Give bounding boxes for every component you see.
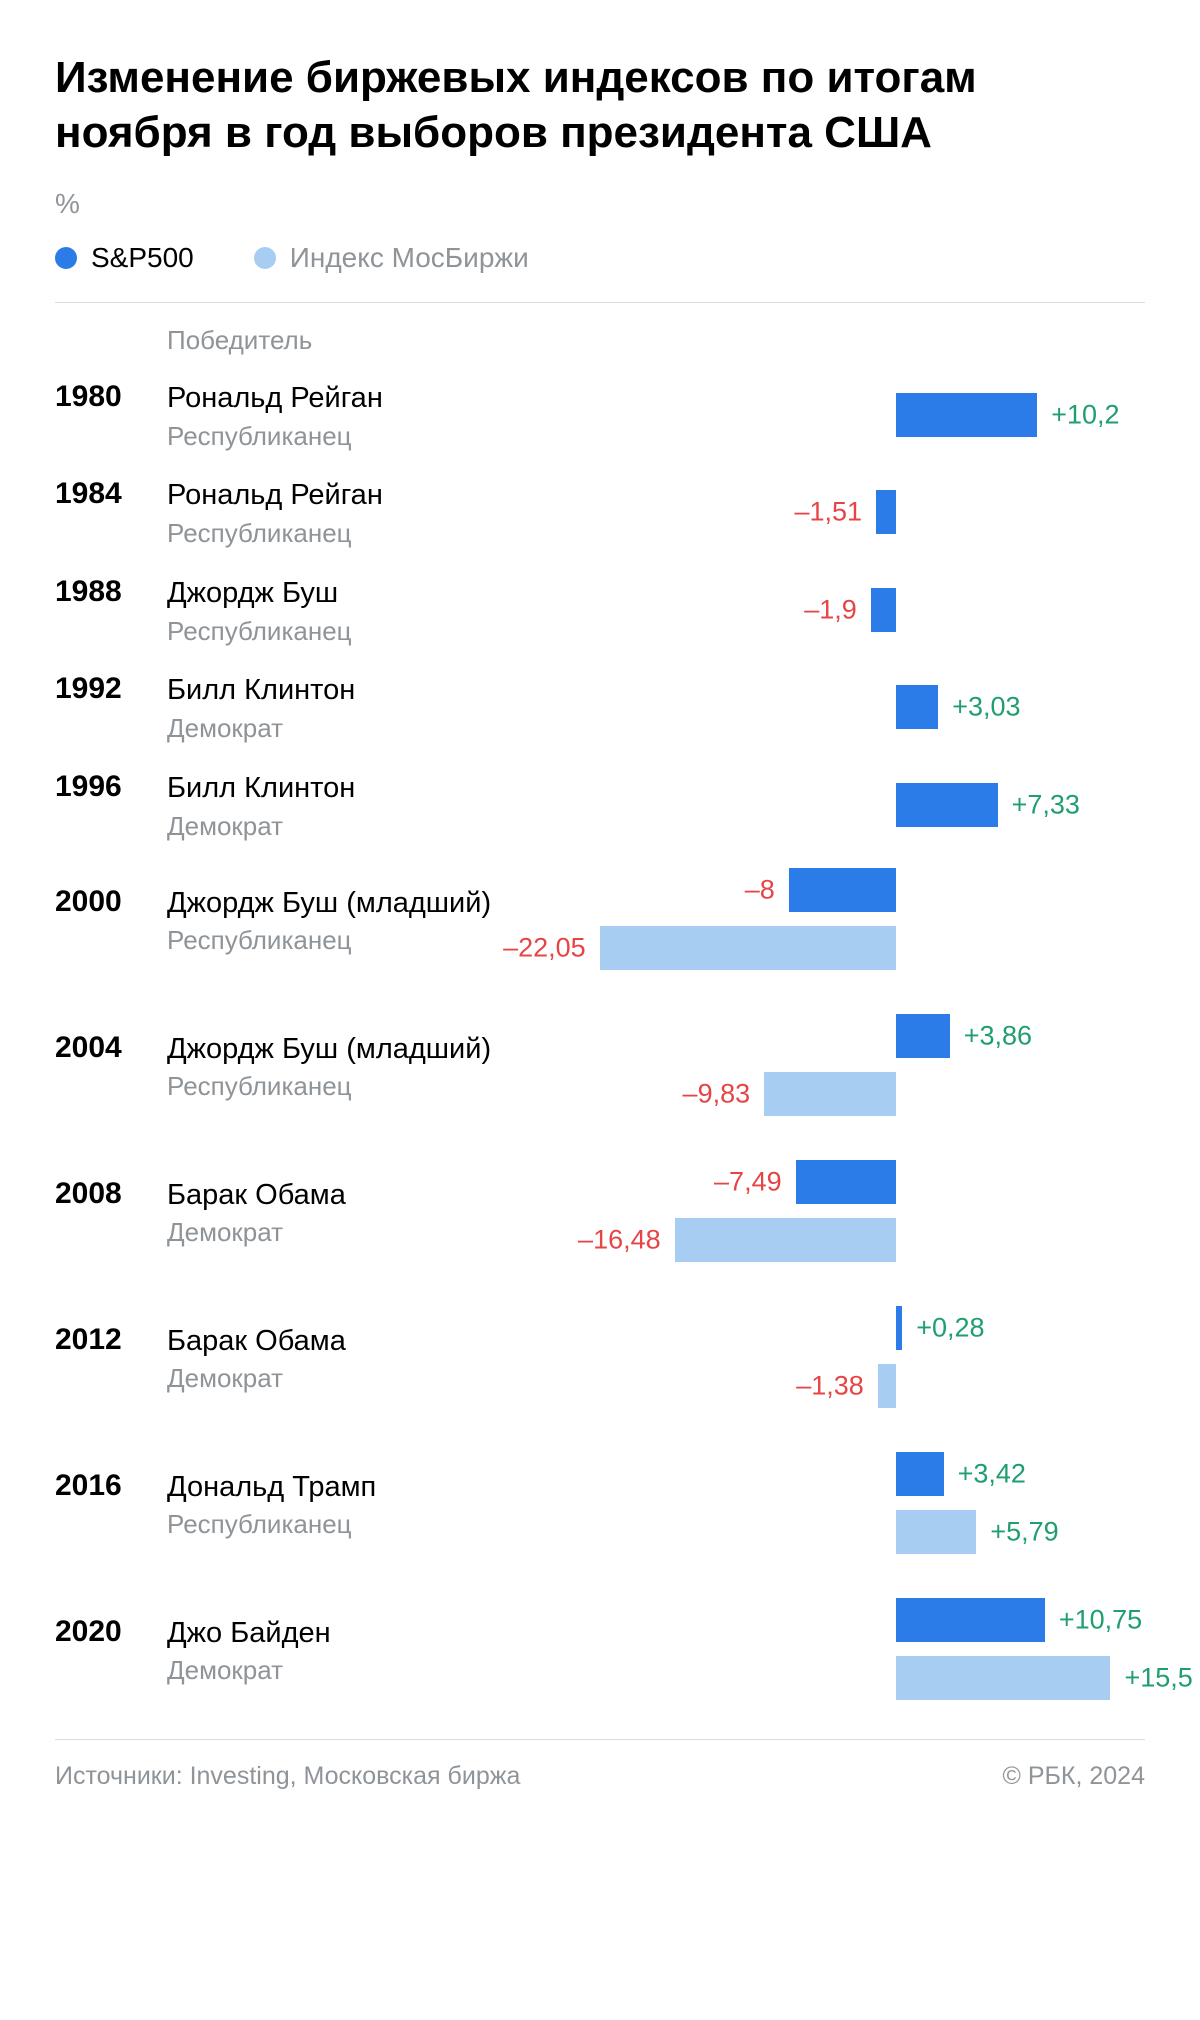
- winner-party: Республиканец: [167, 517, 383, 551]
- winner-party: Республиканец: [167, 615, 352, 649]
- bar-moex: [896, 1510, 976, 1554]
- winner-party: Республиканец: [167, 924, 491, 958]
- legend-label-moex: Индекс МосБиржи: [290, 242, 529, 274]
- chart-rows: 1980Рональд РейганРеспубликанец+10,21984…: [55, 376, 1145, 1705]
- year-label: 1992: [55, 668, 167, 706]
- bar-sp500: [896, 1452, 943, 1496]
- winner-party: Республиканец: [167, 1070, 491, 1104]
- bar-sp500: [871, 588, 897, 632]
- winner-name: Барак Обама: [167, 1177, 346, 1215]
- bar-moex: [878, 1364, 897, 1408]
- winner-name: Рональд Рейган: [167, 380, 383, 418]
- winner-column-header: Победитель: [167, 325, 1145, 356]
- winner-name: Билл Клинтон: [167, 672, 355, 710]
- value-label: –9,83: [683, 1079, 751, 1110]
- winner-name: Билл Клинтон: [167, 770, 355, 808]
- winner-party: Демократ: [167, 712, 355, 746]
- bar-moex: [675, 1218, 897, 1262]
- value-label: –7,49: [714, 1167, 782, 1198]
- winner-party: Демократ: [167, 1362, 346, 1396]
- value-label: –22,05: [503, 933, 586, 964]
- winner-party: Демократ: [167, 1216, 346, 1250]
- bar-sp500: [896, 393, 1037, 437]
- year-label: 1980: [55, 376, 167, 414]
- value-label: +10,2: [1051, 399, 1119, 430]
- value-label: +7,33: [1012, 789, 1080, 820]
- table-row: 1980Рональд РейганРеспубликанец +10,2: [55, 376, 1145, 453]
- bar-sp500: [896, 1014, 949, 1058]
- bar-sp500: [896, 1306, 902, 1350]
- winner-party: Демократ: [167, 1654, 331, 1688]
- value-label: –16,48: [578, 1225, 661, 1256]
- bar-sp500: [789, 868, 897, 912]
- bar-moex: [600, 926, 897, 970]
- bar-sp500: [896, 783, 997, 827]
- winner-name: Джордж Буш: [167, 575, 352, 613]
- table-row: 1992Билл КлинтонДемократ +3,03: [55, 668, 1145, 745]
- bar-moex: [764, 1072, 896, 1116]
- year-label: 2004: [55, 1027, 167, 1065]
- legend: S&P500 Индекс МосБиржи: [55, 242, 1145, 303]
- table-row: 2000Джордж Буш (младший)Республиканец –8 –…: [55, 863, 1145, 975]
- legend-label-sp500: S&P500: [91, 242, 194, 274]
- table-row: 2004Джордж Буш (младший)Республиканец +3,…: [55, 1009, 1145, 1121]
- winner-name: Джордж Буш (младший): [167, 885, 491, 923]
- winner-name: Джо Байден: [167, 1615, 331, 1653]
- value-label: +3,03: [952, 692, 1020, 723]
- table-row: 2016Дональд ТрампРеспубликанец +3,42 +5,79: [55, 1447, 1145, 1559]
- copyright-text: © РБК, 2024: [1002, 1762, 1145, 1791]
- chart-title: Изменение биржевых индексов по итогам но…: [55, 50, 1145, 160]
- legend-swatch-sp500: [55, 247, 77, 269]
- sources-text: Источники: Investing, Московская биржа: [55, 1762, 520, 1791]
- footer: Источники: Investing, Московская биржа ©…: [55, 1739, 1145, 1791]
- bar-sp500: [796, 1160, 897, 1204]
- table-row: 2012Барак ОбамаДемократ +0,28 –1,38: [55, 1301, 1145, 1413]
- year-label: 1996: [55, 766, 167, 804]
- value-label: –8: [745, 875, 775, 906]
- year-label: 1988: [55, 571, 167, 609]
- value-label: +0,28: [916, 1313, 984, 1344]
- value-label: +15,5: [1124, 1663, 1192, 1694]
- value-label: +10,75: [1059, 1605, 1142, 1636]
- table-row: 2020Джо БайденДемократ+10,75+15,5: [55, 1593, 1145, 1705]
- winner-party: Демократ: [167, 810, 355, 844]
- value-label: +5,79: [990, 1517, 1058, 1548]
- winner-name: Рональд Рейган: [167, 477, 383, 515]
- year-label: 2012: [55, 1319, 167, 1357]
- winner-party: Республиканец: [167, 420, 383, 454]
- table-row: 2008Барак ОбамаДемократ –7,49 –16,48: [55, 1155, 1145, 1267]
- table-row: 1988Джордж БушРеспубликанец –1,9: [55, 571, 1145, 648]
- year-label: 2008: [55, 1173, 167, 1211]
- bar-sp500: [876, 490, 896, 534]
- year-label: 1984: [55, 473, 167, 511]
- winner-party: Республиканец: [167, 1508, 376, 1542]
- year-label: 2000: [55, 881, 167, 919]
- winner-name: Дональд Трамп: [167, 1469, 376, 1507]
- table-row: 1996Билл КлинтонДемократ +7,33: [55, 766, 1145, 843]
- legend-swatch-moex: [254, 247, 276, 269]
- legend-item-sp500: S&P500: [55, 242, 194, 274]
- bar-moex: [896, 1656, 1110, 1700]
- winner-name: Джордж Буш (младший): [167, 1031, 491, 1069]
- table-row: 1984Рональд РейганРеспубликанец –1,51: [55, 473, 1145, 550]
- value-label: –1,38: [796, 1371, 864, 1402]
- legend-item-moex: Индекс МосБиржи: [254, 242, 529, 274]
- year-label: 2020: [55, 1611, 167, 1649]
- bar-sp500: [896, 1598, 1044, 1642]
- value-label: +3,42: [958, 1459, 1026, 1490]
- winner-name: Барак Обама: [167, 1323, 346, 1361]
- bar-sp500: [896, 685, 938, 729]
- value-label: –1,9: [804, 594, 857, 625]
- value-label: +3,86: [964, 1021, 1032, 1052]
- value-label: –1,51: [794, 497, 862, 528]
- unit-label: %: [55, 188, 1145, 220]
- year-label: 2016: [55, 1465, 167, 1503]
